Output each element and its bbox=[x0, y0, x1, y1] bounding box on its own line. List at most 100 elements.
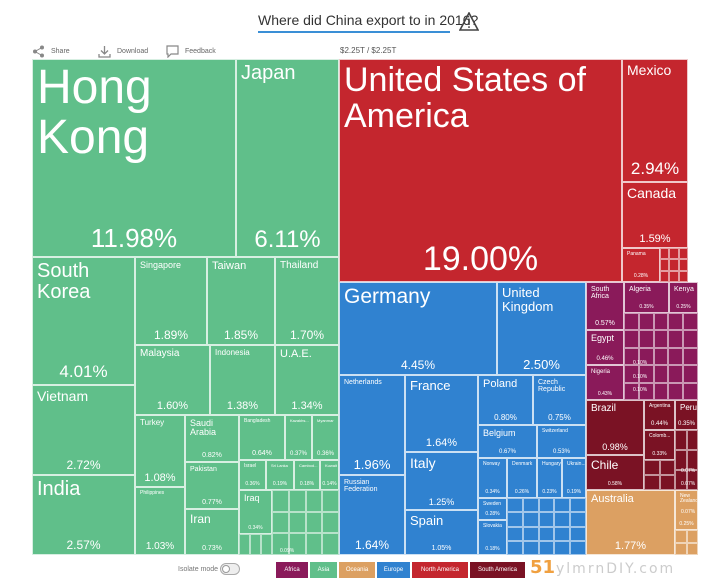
treemap-cell[interactable]: Australia 1.77% bbox=[586, 490, 675, 555]
treemap-cell[interactable]: Belgium 0.67% bbox=[478, 425, 537, 458]
treemap-cell[interactable]: Singapore 1.89% bbox=[135, 257, 207, 345]
treemap-minor-cell[interactable] bbox=[272, 511, 289, 534]
treemap-minor-cell[interactable] bbox=[522, 526, 539, 541]
treemap-cell[interactable]: South Korea 4.01% bbox=[32, 257, 135, 385]
legend-oceania[interactable]: Oceania bbox=[339, 562, 375, 578]
treemap-minor-cell[interactable] bbox=[686, 450, 698, 470]
treemap-minor-cell[interactable] bbox=[507, 512, 523, 527]
treemap-minor-cell[interactable] bbox=[638, 313, 654, 331]
treemap-minor-cell[interactable] bbox=[638, 347, 654, 366]
treemap-minor-cell[interactable] bbox=[683, 313, 698, 331]
treemap-cell[interactable]: Canada 1.59% bbox=[622, 182, 688, 248]
treemap-minor-cell[interactable] bbox=[678, 259, 688, 271]
treemap-minor-cell[interactable] bbox=[683, 347, 698, 366]
treemap-minor-cell[interactable] bbox=[653, 365, 669, 383]
treemap-minor-cell[interactable] bbox=[261, 534, 272, 555]
treemap-cell[interactable]: New Zealand 0.25% bbox=[675, 490, 698, 530]
treemap-minor-cell[interactable] bbox=[668, 365, 684, 383]
treemap-cell[interactable]: Nigeria 0.43% bbox=[586, 365, 624, 400]
treemap-minor-cell[interactable] bbox=[522, 540, 539, 555]
treemap-minor-cell[interactable] bbox=[675, 450, 687, 470]
treemap-cell[interactable]: Iran 0.73% bbox=[185, 509, 239, 555]
treemap-minor-cell[interactable] bbox=[507, 540, 523, 555]
treemap-minor-cell[interactable] bbox=[305, 511, 323, 534]
treemap-minor-cell[interactable] bbox=[683, 330, 698, 348]
treemap-minor-cell[interactable] bbox=[675, 470, 687, 490]
treemap-minor-cell[interactable] bbox=[239, 534, 250, 555]
treemap-cell[interactable]: Denmark 0.26% bbox=[507, 458, 537, 498]
treemap-minor-cell[interactable] bbox=[322, 533, 339, 555]
treemap-cell[interactable]: Sweden 0.28% bbox=[478, 498, 507, 520]
treemap-cell[interactable]: Cambod... 0.18% bbox=[294, 460, 320, 490]
treemap-cell[interactable]: Peru 0.35% bbox=[675, 400, 698, 430]
treemap-minor-cell[interactable] bbox=[678, 270, 688, 282]
treemap-minor-cell[interactable] bbox=[678, 248, 688, 260]
treemap-cell[interactable]: Malaysia 1.60% bbox=[135, 345, 210, 415]
treemap-cell[interactable]: Russian Federation 1.64% bbox=[339, 475, 405, 555]
treemap-minor-cell[interactable] bbox=[624, 365, 639, 383]
treemap-cell[interactable]: Kenya 0.25% bbox=[669, 282, 698, 313]
treemap-cell[interactable]: United States of America 19.00% bbox=[339, 59, 622, 282]
treemap-cell[interactable]: South Africa 0.57% bbox=[586, 282, 624, 330]
treemap-minor-cell[interactable] bbox=[668, 347, 684, 366]
treemap-minor-cell[interactable] bbox=[322, 511, 339, 534]
treemap-minor-cell[interactable] bbox=[305, 490, 323, 512]
treemap-minor-cell[interactable] bbox=[683, 365, 698, 383]
treemap-minor-cell[interactable] bbox=[659, 475, 675, 490]
treemap-cell[interactable]: Norway 0.34% bbox=[478, 458, 507, 498]
treemap-cell[interactable]: Slovakia 0.18% bbox=[478, 520, 507, 555]
feedback-button[interactable]: Feedback bbox=[166, 45, 216, 58]
treemap-minor-cell[interactable] bbox=[522, 498, 539, 513]
treemap-cell[interactable]: Switzerland 0.53% bbox=[537, 425, 586, 458]
treemap-minor-cell[interactable] bbox=[554, 498, 571, 513]
treemap-cell[interactable]: Algeria 0.35% bbox=[624, 282, 669, 313]
share-button[interactable]: Share bbox=[32, 45, 70, 58]
treemap-cell[interactable]: Saudi Arabia 0.82% bbox=[185, 415, 239, 462]
treemap-minor-cell[interactable] bbox=[570, 526, 586, 541]
legend-asia[interactable]: Asia bbox=[310, 562, 337, 578]
treemap-minor-cell[interactable] bbox=[653, 313, 669, 331]
treemap-cell[interactable]: Brazil 0.98% bbox=[586, 400, 644, 455]
treemap-minor-cell[interactable] bbox=[653, 382, 669, 400]
treemap-minor-cell[interactable] bbox=[570, 512, 586, 527]
treemap-cell[interactable]: Colomb... 0.33% bbox=[644, 430, 675, 460]
treemap-minor-cell[interactable] bbox=[653, 330, 669, 348]
treemap-minor-cell[interactable] bbox=[644, 475, 660, 490]
treemap-cell[interactable]: Philippines 1.03% bbox=[135, 487, 185, 555]
treemap-cell[interactable]: Hungary 0.23% bbox=[537, 458, 562, 498]
download-button[interactable]: Download bbox=[98, 45, 148, 58]
treemap-minor-cell[interactable] bbox=[638, 382, 654, 400]
treemap-minor-cell[interactable] bbox=[653, 347, 669, 366]
treemap-minor-cell[interactable] bbox=[669, 270, 679, 282]
treemap-minor-cell[interactable] bbox=[507, 498, 523, 513]
treemap-minor-cell[interactable] bbox=[250, 534, 261, 555]
legend-africa[interactable]: Africa bbox=[276, 562, 308, 578]
treemap-cell[interactable]: France 1.64% bbox=[405, 375, 478, 452]
treemap-cell[interactable]: Chile 0.58% bbox=[586, 455, 644, 490]
treemap-cell[interactable]: Argentina 0.44% bbox=[644, 400, 675, 430]
treemap-minor-cell[interactable] bbox=[522, 512, 539, 527]
treemap-minor-cell[interactable] bbox=[644, 460, 660, 475]
treemap-cell[interactable]: Poland 0.80% bbox=[478, 375, 533, 425]
treemap-minor-cell[interactable] bbox=[624, 313, 639, 331]
legend-europe[interactable]: Europe bbox=[377, 562, 410, 578]
treemap-minor-cell[interactable] bbox=[272, 533, 289, 555]
treemap-minor-cell[interactable] bbox=[538, 540, 555, 555]
treemap-minor-cell[interactable] bbox=[638, 330, 654, 348]
legend-south-america[interactable]: South America bbox=[470, 562, 525, 578]
treemap-minor-cell[interactable] bbox=[507, 526, 523, 541]
treemap-cell[interactable]: Pakistan 0.77% bbox=[185, 462, 239, 509]
treemap-cell[interactable]: Egypt 0.46% bbox=[586, 330, 624, 365]
treemap-minor-cell[interactable] bbox=[660, 270, 670, 282]
treemap-cell[interactable]: Vietnam 2.72% bbox=[32, 385, 135, 475]
treemap-cell[interactable]: Spain 1.05% bbox=[405, 510, 478, 555]
treemap-cell[interactable]: Italy 1.25% bbox=[405, 452, 478, 510]
treemap-cell[interactable]: Czech Republic 0.75% bbox=[533, 375, 586, 425]
warning-triangle-icon[interactable] bbox=[459, 12, 479, 31]
treemap-minor-cell[interactable] bbox=[288, 511, 306, 534]
isolate-mode-toggle[interactable] bbox=[220, 563, 240, 575]
treemap-minor-cell[interactable] bbox=[538, 512, 555, 527]
treemap-minor-cell[interactable] bbox=[305, 533, 323, 555]
treemap-minor-cell[interactable] bbox=[638, 365, 654, 383]
treemap-cell[interactable]: Kuwait 0.14% bbox=[320, 460, 339, 490]
